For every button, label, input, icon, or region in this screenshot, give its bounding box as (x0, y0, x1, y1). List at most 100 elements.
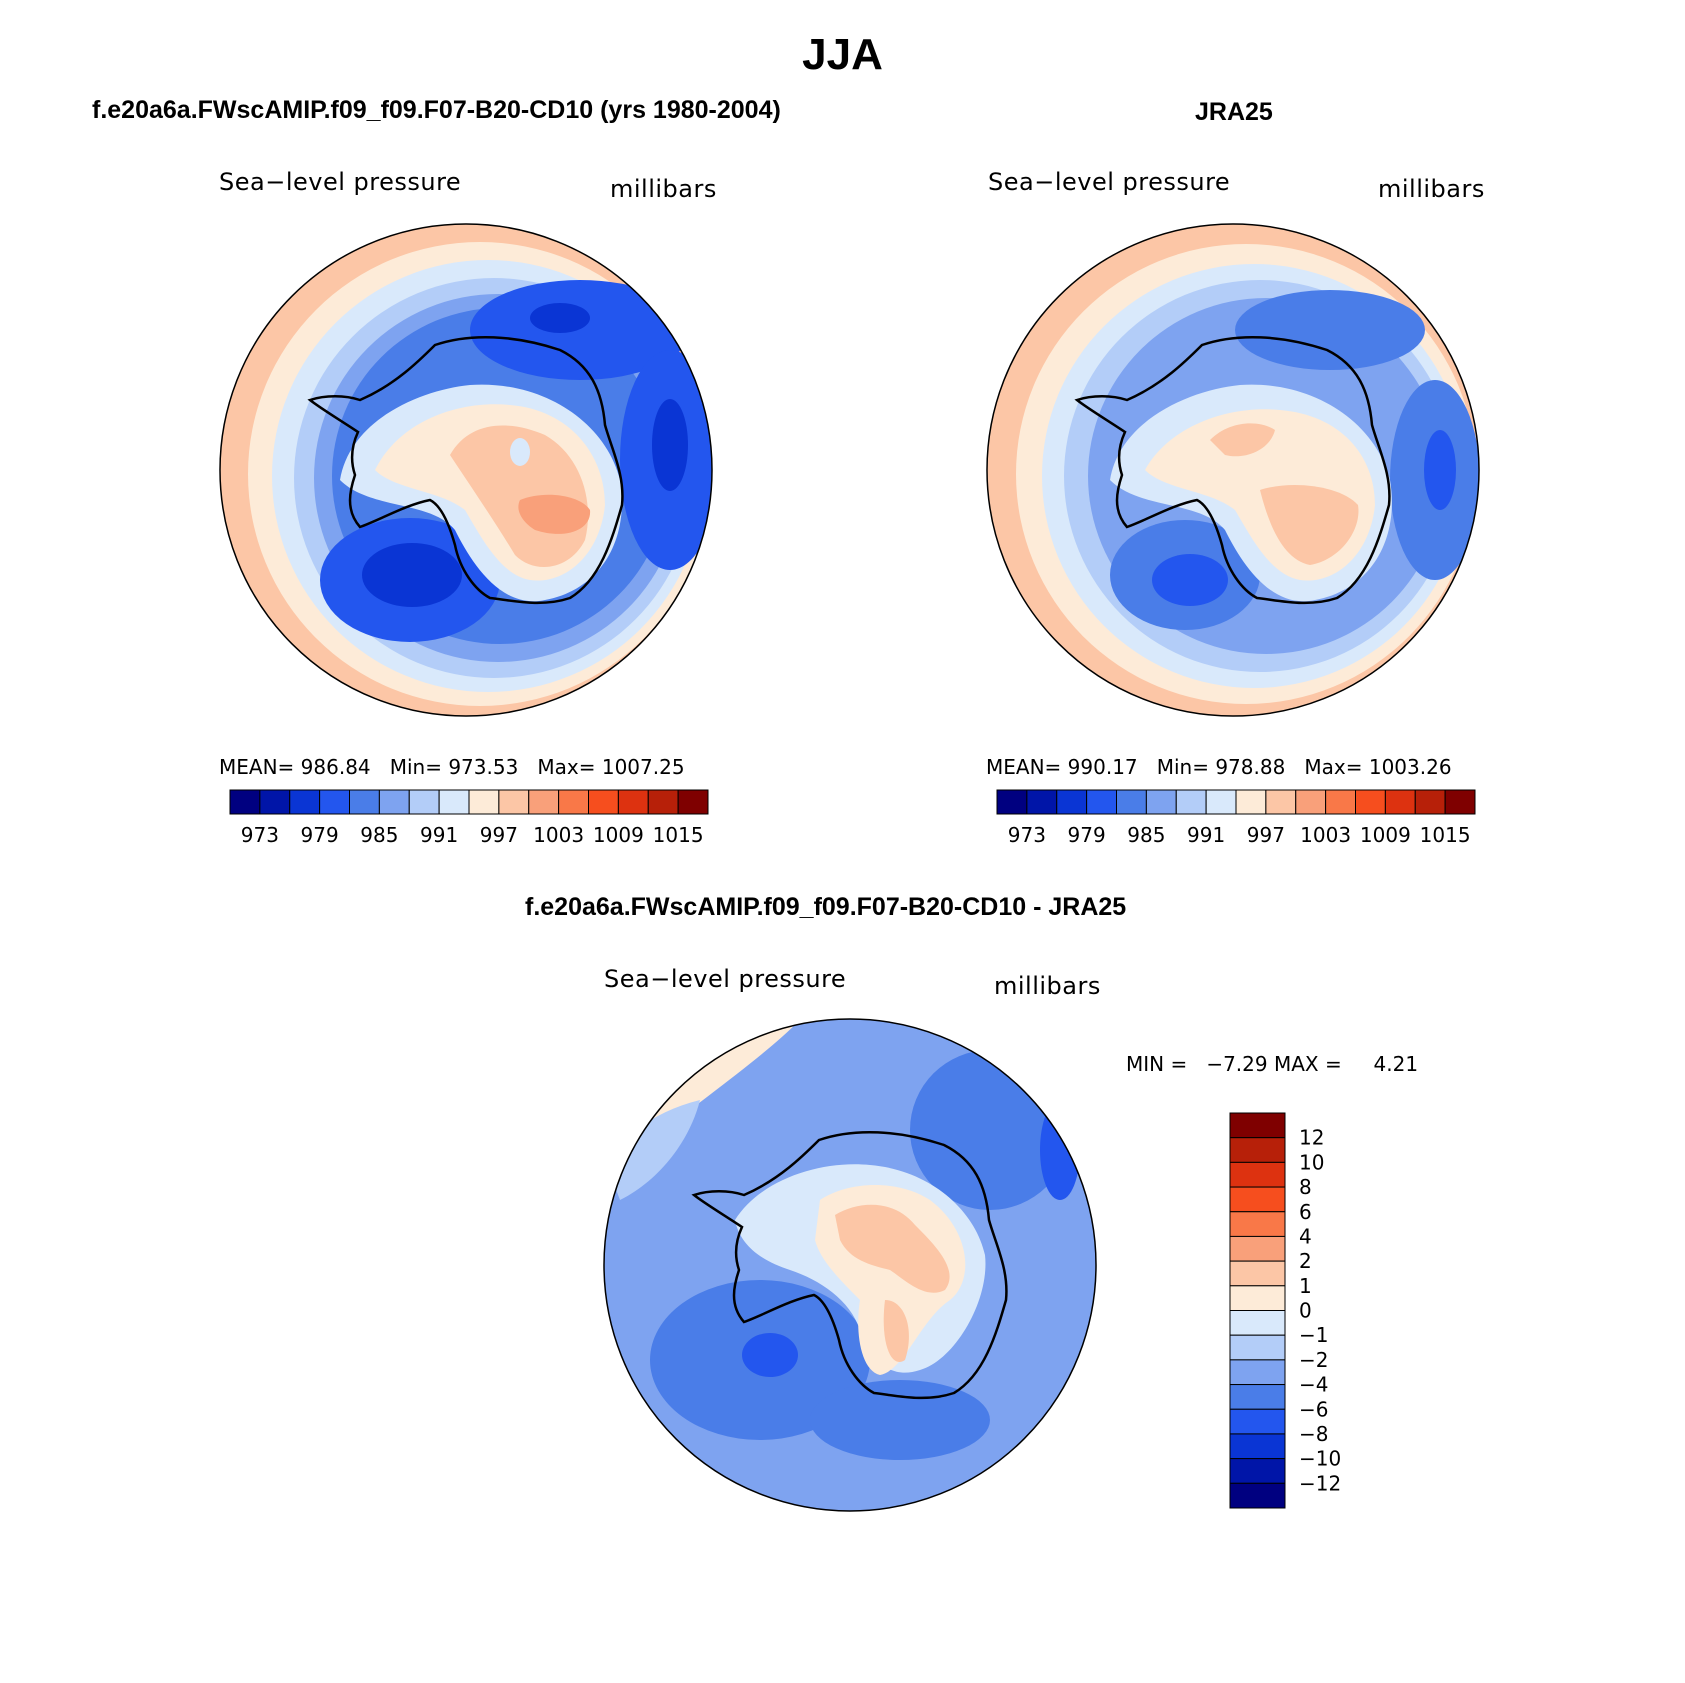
diff-panel-title: f.e20a6a.FWscAMIP.f09_f09.F07-B20-CD10 -… (525, 893, 1127, 921)
obs-colorbar-swatch (996, 789, 1028, 815)
obs-min-label: Min= (1156, 755, 1209, 779)
diff-colorbar-swatch (1229, 1186, 1286, 1213)
model-colorbar-tick-label: 997 (480, 823, 518, 847)
obs-colorbar-swatch (1235, 789, 1267, 815)
diff-min-label: MIN = (1126, 1052, 1188, 1076)
model-map-fill (220, 224, 712, 716)
diff-colorbar-swatch (1229, 1458, 1286, 1484)
diff-map (603, 1018, 1097, 1512)
obs-colorbar-swatch (1295, 789, 1327, 815)
model-colorbar-swatch (558, 789, 589, 815)
model-mean-label: MEAN= (219, 755, 295, 779)
diff-colorbar-tick-label: −1 (1299, 1323, 1328, 1347)
model-colorbar-swatch (259, 789, 291, 815)
diff-colorbar-swatch (1229, 1137, 1286, 1163)
obs-colorbar-swatch (1325, 789, 1356, 815)
obs-min-value: 978.88 (1215, 755, 1286, 779)
diff-colorbar-swatch (1229, 1112, 1286, 1139)
model-colorbar-swatch (677, 789, 709, 815)
diff-colorbar-tick-label: −8 (1299, 1422, 1328, 1446)
diff-colorbar-tick-label: −6 (1299, 1397, 1328, 1421)
model-colorbar-tick-label: 991 (420, 823, 458, 847)
obs-colorbar: 973 979 985 991 997 1003 1009 1015 (996, 789, 1476, 847)
diff-colorbar-swatch (1229, 1408, 1286, 1435)
diff-colorbar-tick-label: −2 (1299, 1348, 1328, 1372)
obs-colorbar-tick-label: 1009 (1360, 823, 1411, 847)
obs-colorbar-tick-label: 1015 (1420, 823, 1471, 847)
obs-map (986, 223, 1480, 717)
model-variable-label: Sea−level pressure (219, 168, 462, 196)
model-colorbar-swatch (498, 789, 530, 815)
model-colorbar-swatch (319, 789, 350, 815)
diff-colorbar-swatch (1229, 1310, 1286, 1336)
model-colorbar-tick-label: 1015 (653, 823, 704, 847)
diff-colorbar-swatch (1229, 1359, 1286, 1386)
obs-map-fill (987, 224, 1479, 716)
diff-colorbar-swatch (1229, 1260, 1286, 1287)
diff-colorbar-swatch (1229, 1161, 1286, 1188)
model-colorbar-swatch (408, 789, 440, 815)
model-colorbar-tick-label: 1009 (593, 823, 644, 847)
obs-colorbar-swatch (1175, 789, 1207, 815)
obs-colorbar-swatch (1116, 789, 1147, 815)
model-colorbar-swatch (349, 789, 380, 815)
model-panel-title: f.e20a6a.FWscAMIP.f09_f09.F07-B20-CD10 (… (92, 96, 781, 124)
obs-colorbar-tick-label: 973 (1008, 823, 1046, 847)
model-colorbar-swatch (647, 789, 679, 815)
obs-colorbar-tick-label: 985 (1127, 823, 1165, 847)
diff-colorbar-swatch (1229, 1482, 1286, 1509)
diff-colorbar-swatch (1229, 1334, 1286, 1361)
obs-unit-label: millibars (1378, 175, 1485, 203)
diff-colorbar-tick-label: −4 (1299, 1373, 1328, 1397)
obs-variable-label: Sea−level pressure (988, 168, 1231, 196)
model-colorbar-tick-label: 985 (360, 823, 398, 847)
model-map (219, 223, 713, 717)
diff-min-value: −7.29 (1206, 1052, 1268, 1076)
model-min-label: Min= (389, 755, 442, 779)
model-colorbar-swatch (438, 789, 470, 815)
diff-unit-label: millibars (994, 972, 1101, 1000)
obs-colorbar-tick-label: 991 (1187, 823, 1225, 847)
model-colorbar: 973 979 985 991 997 1003 1009 1015 (229, 789, 709, 847)
obs-panel-title: JRA25 (1195, 98, 1273, 126)
model-colorbar-tick-label: 979 (301, 823, 339, 847)
diff-colorbar-swatch (1229, 1384, 1286, 1410)
model-colorbar-swatch (229, 789, 261, 815)
obs-colorbar-swatch (1056, 789, 1088, 815)
diff-colorbar-tick-label: 6 (1299, 1200, 1312, 1224)
obs-max-value: 1003.26 (1368, 755, 1452, 779)
obs-antarctica-outline (1074, 335, 1391, 605)
obs-stats: MEAN= 990.17 Min= 978.88 Max= 1003.26 (986, 755, 1452, 779)
obs-colorbar-swatch (1265, 789, 1297, 815)
diff-max-label: MAX = (1273, 1052, 1342, 1076)
figure-title: JJA (802, 30, 883, 79)
diff-colorbar-swatch (1229, 1235, 1286, 1262)
diff-map-fill (604, 1019, 1096, 1511)
model-mean-value: 986.84 (300, 755, 371, 779)
obs-mean-value: 990.17 (1067, 755, 1138, 779)
model-colorbar-swatch (528, 789, 560, 815)
model-antarctica-outline (307, 335, 624, 605)
diff-colorbar-tick-label: 1 (1299, 1274, 1312, 1298)
diff-colorbar-tick-label: 0 (1299, 1299, 1312, 1323)
obs-colorbar-tick-label: 997 (1247, 823, 1285, 847)
diff-colorbar-tick-label: 12 (1299, 1126, 1324, 1150)
obs-colorbar-tick-label: 979 (1068, 823, 1106, 847)
diff-variable-label: Sea−level pressure (604, 965, 847, 993)
model-colorbar-swatch (378, 789, 410, 815)
obs-colorbar-swatch (1205, 789, 1237, 815)
model-colorbar-tick-label: 973 (241, 823, 279, 847)
model-max-label: Max= (537, 755, 596, 779)
diff-colorbar-tick-label: −12 (1299, 1471, 1341, 1495)
model-unit-label: millibars (610, 175, 717, 203)
diff-colorbar-tick-label: 2 (1299, 1249, 1312, 1273)
obs-colorbar-swatch (1414, 789, 1446, 815)
obs-max-label: Max= (1304, 755, 1363, 779)
obs-colorbar-swatch (1444, 789, 1476, 815)
diff-colorbar-swatch (1229, 1433, 1286, 1460)
obs-colorbar-swatch (1355, 789, 1386, 815)
diff-colorbar-tick-label: −10 (1299, 1447, 1341, 1471)
model-colorbar-swatch (588, 789, 619, 815)
